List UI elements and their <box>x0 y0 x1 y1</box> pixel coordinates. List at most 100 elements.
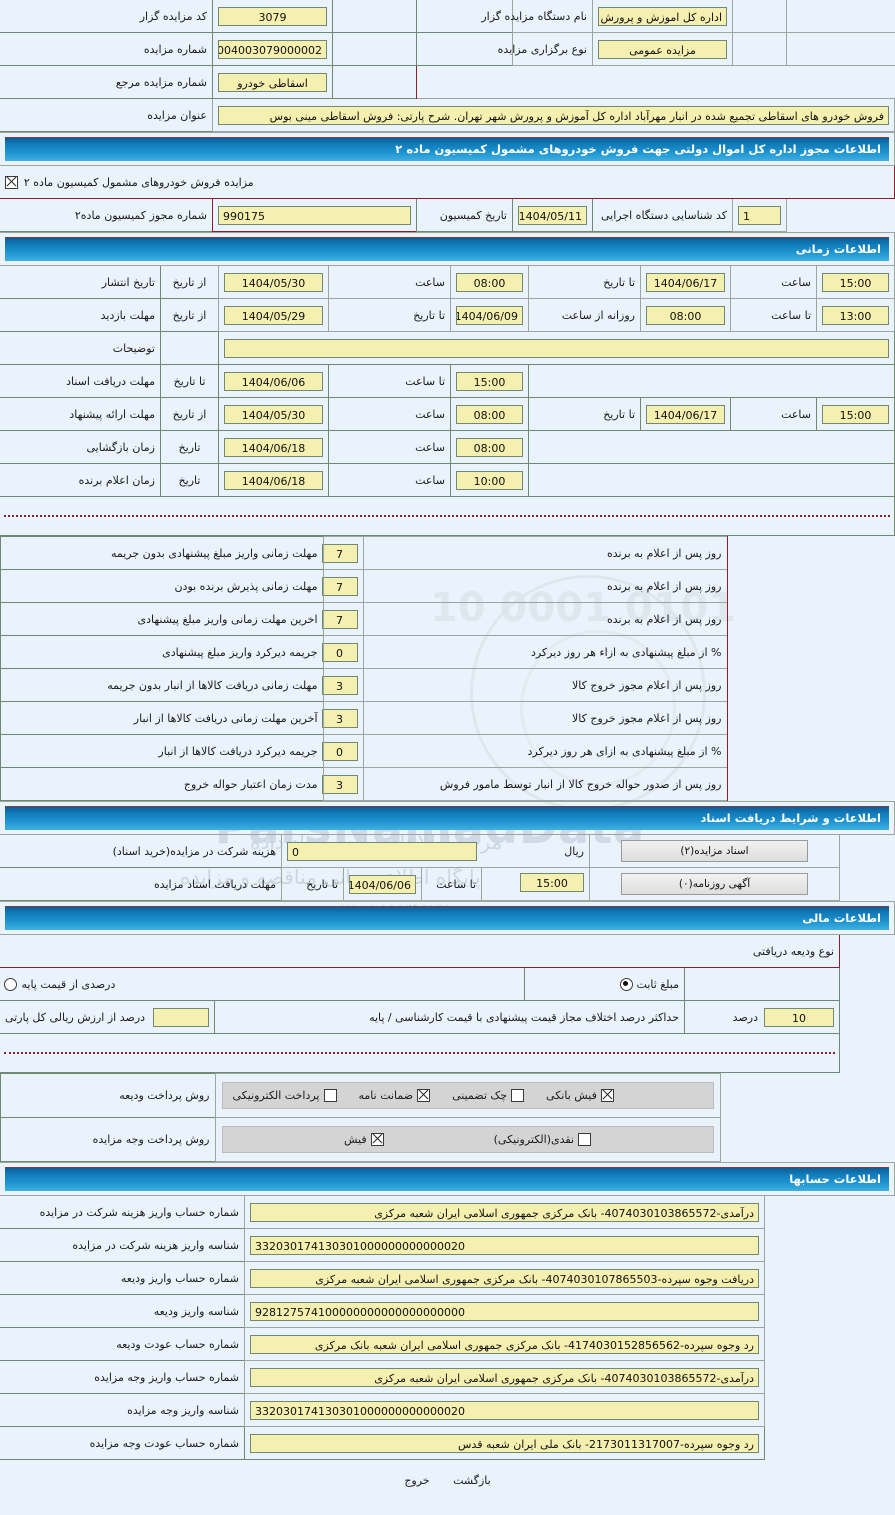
deposit-method-electronic[interactable]: پرداخت الکترونیکی <box>233 1089 337 1102</box>
percent-of-total-value[interactable] <box>153 1007 209 1027</box>
opening-time-value[interactable]: 08:00 <box>456 437 523 457</box>
payment-methods-table: پرداخت الکترونیکی ضمانت نامه چک تضمینی ف… <box>0 1073 895 1162</box>
org-label: نام دستگاه مزایده گزار <box>481 0 593 33</box>
back-link[interactable]: بازگشت <box>453 1474 491 1487</box>
account-value[interactable]: 332030174130301000000000000020 <box>250 1235 759 1255</box>
account-row: درآمدی-4074030103865572- بانک مرکزی جمهو… <box>0 1195 895 1229</box>
docs-deadline-date-value[interactable]: 1404/06/06 <box>349 874 416 894</box>
visit-startdate-value[interactable]: 1404/05/29 <box>224 305 323 325</box>
opening-date-value[interactable]: 1404/06/18 <box>224 437 323 457</box>
visit-endtime-value[interactable]: 13:00 <box>822 305 889 325</box>
fee-value[interactable]: 0 <box>287 841 477 861</box>
permit-section-table: اطلاعات مجوز اداره کل اموال دولتی جهت فر… <box>0 132 895 232</box>
penalty-row: روز پس از اعلام به برنده 7 مهلت زمانی پذ… <box>0 569 895 603</box>
reference-number-value[interactable]: اسقاطی خودرو <box>218 72 327 92</box>
deposit-method-check[interactable]: چک تضمینی <box>452 1089 525 1102</box>
offer-enddate-value[interactable]: 1404/06/17 <box>646 404 725 424</box>
account-value[interactable]: رد وجوه سپرده-2173011317007- بانک ملی ای… <box>250 1433 759 1453</box>
agency-code-value[interactable]: 1 <box>738 205 781 225</box>
penalty-suffix: روز پس از اعلام به برنده <box>362 536 728 570</box>
docs-band-row: اطلاعات و شرایط دریافت اسناد <box>0 801 895 835</box>
penalty-value[interactable]: 7 <box>321 543 358 563</box>
account-value[interactable]: دریافت وجوه سپرده-4074030107865503- بانک… <box>250 1268 759 1288</box>
docs-deadline-time-value[interactable]: 15:00 <box>520 873 584 892</box>
auction-title-value[interactable]: فروش خودرو های اسقاطی تجمیع شده در انبار… <box>218 105 889 125</box>
guaranteed-check-checkbox[interactable] <box>511 1089 525 1102</box>
guarantee-letter-checkbox[interactable] <box>417 1089 431 1102</box>
auction-number-value[interactable]: 1004003079000002 <box>218 39 327 59</box>
notes-value-cell <box>218 331 895 365</box>
visit-dailytime-value[interactable]: 08:00 <box>646 305 725 325</box>
offer-starttime-value[interactable]: 08:00 <box>456 404 523 424</box>
penalty-value[interactable]: 7 <box>321 576 358 596</box>
publish-enddate-value[interactable]: 1404/06/17 <box>646 272 725 292</box>
fee-unit: ریال <box>481 834 590 868</box>
permit-number-value[interactable]: 990175 <box>218 205 411 225</box>
accounts-section-table: اطلاعات حسابها درآمدی-4074030103865572- … <box>0 1162 895 1460</box>
row-dotted-separator-2 <box>0 1033 895 1073</box>
account-value-cell: رد وجوه سپرده-4174030152856562- بانک مرک… <box>244 1327 765 1361</box>
penalty-value[interactable]: 3 <box>321 774 358 794</box>
account-value[interactable]: درآمدی-4074030103865572- بانک مرکزی جمهو… <box>250 1367 759 1387</box>
penalty-value-cell: 3 <box>321 701 364 735</box>
penalty-value[interactable]: 7 <box>321 609 358 629</box>
account-value-cell: درآمدی-4074030103865572- بانک مرکزی جمهو… <box>244 1360 765 1394</box>
auction-title-label: عنوان مزایده <box>0 98 214 132</box>
fixed-amount-option-cell: مبلغ ثابت <box>524 967 685 1001</box>
bank-slip-label: فیش بانکی <box>546 1089 597 1102</box>
publish-starttime-cell: 08:00 <box>450 265 529 299</box>
winner-time-value[interactable]: 10:00 <box>456 470 523 490</box>
publish-endtime-value[interactable]: 15:00 <box>822 272 889 292</box>
slip-checkbox[interactable] <box>370 1133 384 1146</box>
exit-link[interactable]: خروج <box>404 1474 430 1487</box>
penalty-section-table: روز پس از اعلام به برنده 7 مهلت زمانی وا… <box>0 536 895 801</box>
penalty-value[interactable]: 3 <box>321 675 358 695</box>
account-value[interactable]: رد وجوه سپرده-4174030152856562- بانک مرک… <box>250 1334 759 1354</box>
bank-slip-checkbox[interactable] <box>600 1089 614 1102</box>
row-deposit-type: نوع ودیعه دریافتی <box>0 934 895 968</box>
visit-enddate-value[interactable]: 1404/06/09 <box>456 305 523 325</box>
accounts-band-title: اطلاعات حسابها <box>5 1167 889 1191</box>
offer-enddate-cell: 1404/06/17 <box>640 397 731 431</box>
opening-date-cell: 1404/06/18 <box>218 430 329 464</box>
notes-value[interactable] <box>224 338 889 358</box>
payment-method-cash[interactable]: نقدی(الکترونیکی) <box>494 1133 592 1146</box>
publish-startdate-value[interactable]: 1404/05/30 <box>224 272 323 292</box>
auction-code-value[interactable]: 3079 <box>218 6 327 26</box>
offer-endtime-label: ساعت <box>730 397 817 431</box>
fixed-amount-radio[interactable] <box>619 977 633 991</box>
account-value[interactable]: 332030174130301000000000000020 <box>250 1400 759 1420</box>
payment-method-slip[interactable]: فیش <box>344 1133 384 1146</box>
winner-date-value[interactable]: 1404/06/18 <box>224 470 323 490</box>
docdeadline-time-value[interactable]: 15:00 <box>456 371 523 391</box>
electronic-payment-checkbox[interactable] <box>323 1089 337 1102</box>
cash-electronic-checkbox[interactable] <box>578 1133 592 1146</box>
max-diff-value[interactable]: 10 <box>764 1007 834 1027</box>
offer-starttime-label: ساعت <box>328 397 451 431</box>
financial-section-table: اطلاعات مالی نوع ودیعه دریافتی مبلغ ثابت… <box>0 901 895 1073</box>
code-value-cell: 3079 <box>212 0 333 33</box>
penalty-value[interactable]: 0 <box>321 642 358 662</box>
penalty-value[interactable]: 0 <box>321 741 358 761</box>
row-deposit-options: مبلغ ثابت درصدی از قیمت پایه <box>0 967 895 1001</box>
deposit-method-bankslip[interactable]: فیش بانکی <box>546 1089 614 1102</box>
account-value[interactable]: 928127574100000000000000000000 <box>250 1301 759 1321</box>
auction-documents-button[interactable]: اسناد مزایده(۲) <box>621 840 808 862</box>
commission-date-value[interactable]: 1404/05/11 <box>518 205 587 225</box>
accounts-band-row: اطلاعات حسابها <box>0 1162 895 1196</box>
deposit-method-guarantee[interactable]: ضمانت نامه <box>359 1089 431 1102</box>
permit-checkbox[interactable] <box>4 175 18 189</box>
offer-startdate-value[interactable]: 1404/05/30 <box>224 404 323 424</box>
visit-enddate-label: تا تاریخ <box>328 298 451 332</box>
publish-starttime-value[interactable]: 08:00 <box>456 272 523 292</box>
offer-endtime-value[interactable]: 15:00 <box>822 404 889 424</box>
newspaper-ad-button[interactable]: آگهی روزنامه(۰) <box>621 873 808 895</box>
org-value[interactable]: اداره کل اموزش و پرورش شهر <box>598 6 727 26</box>
docs-deadline-date-cell: 1404/06/06 <box>343 867 422 901</box>
auction-type-value[interactable]: مزایده عمومی <box>598 39 727 59</box>
agency-code-value-cell: 1 <box>732 198 787 232</box>
docdeadline-date-value[interactable]: 1404/06/06 <box>224 371 323 391</box>
penalty-value[interactable]: 3 <box>321 708 358 728</box>
account-value[interactable]: درآمدی-4074030103865572- بانک مرکزی جمهو… <box>250 1202 759 1222</box>
percent-of-base-radio[interactable] <box>4 977 18 991</box>
